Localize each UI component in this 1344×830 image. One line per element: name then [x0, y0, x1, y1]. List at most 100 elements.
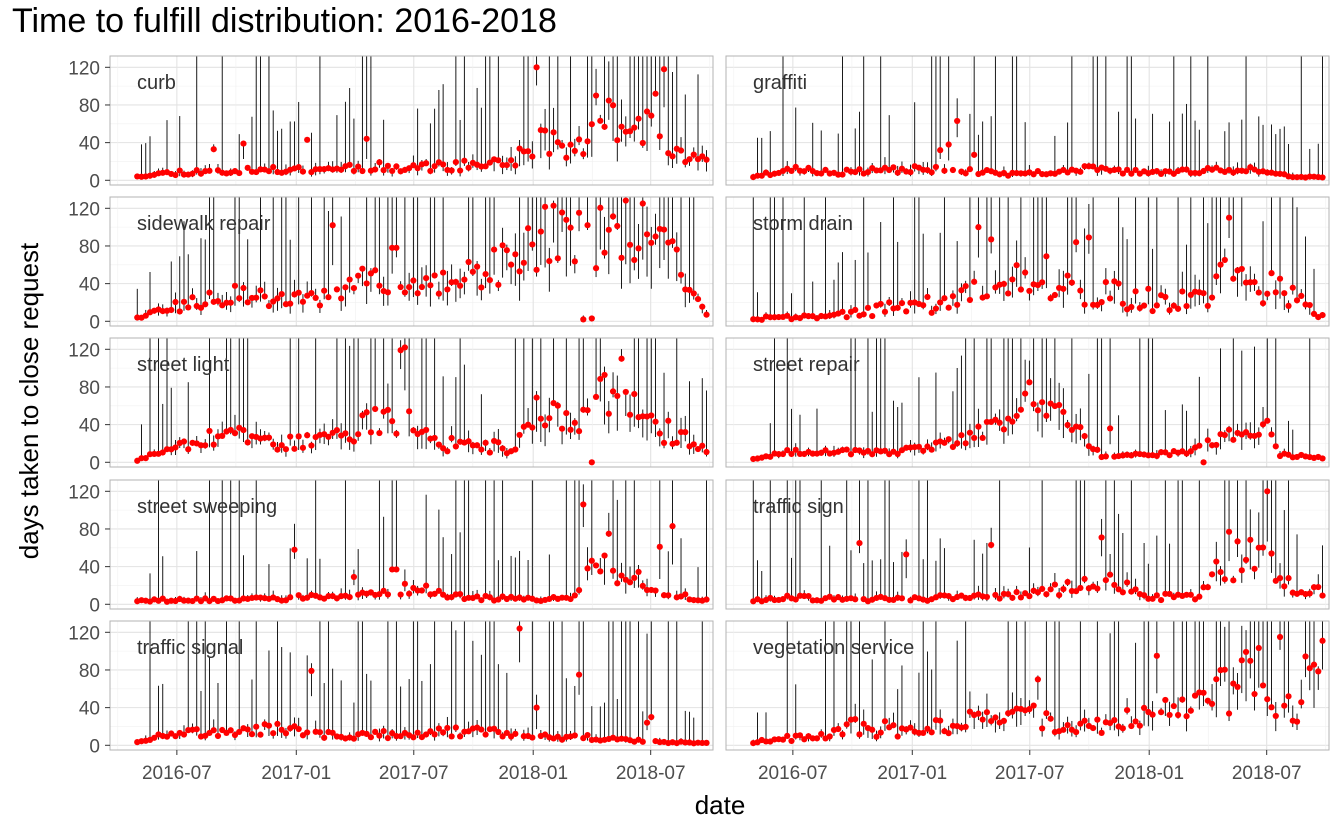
- y-tick-label: 0: [89, 453, 100, 474]
- panel-label: street sweeping: [137, 496, 277, 518]
- data-point: [792, 596, 799, 603]
- data-point: [1200, 459, 1207, 466]
- data-point: [1073, 729, 1080, 736]
- data-point: [571, 419, 578, 426]
- data-point: [699, 442, 706, 449]
- data-point: [966, 296, 974, 304]
- data-point: [1319, 455, 1326, 462]
- data-point: [495, 728, 502, 736]
- data-point: [1225, 528, 1233, 535]
- data-point: [372, 267, 379, 274]
- data-point: [597, 568, 604, 575]
- data-point: [996, 595, 1003, 602]
- data-point: [529, 424, 536, 431]
- x-tick-label: 2018-01: [1114, 763, 1184, 784]
- data-point: [835, 725, 842, 733]
- data-point: [690, 151, 697, 158]
- data-point: [287, 300, 294, 307]
- data-point: [1043, 591, 1050, 598]
- data-point: [826, 733, 833, 740]
- data-point: [401, 580, 408, 587]
- panel-data: [134, 621, 710, 747]
- panel-vegetation-service: vegetation service 2016-07 2017-01 2017-07 2…: [725, 620, 1330, 784]
- y-tick-label: 80: [79, 378, 100, 399]
- data-point: [427, 167, 434, 175]
- data-point: [491, 246, 498, 253]
- data-point: [384, 406, 392, 413]
- data-point: [1221, 431, 1228, 439]
- panel-label: graffiti: [753, 72, 807, 94]
- data-point: [1136, 722, 1143, 729]
- data-point: [614, 392, 621, 400]
- data-point: [1119, 300, 1126, 307]
- data-point: [274, 295, 281, 302]
- data-point: [1009, 594, 1016, 601]
- data-point: [1170, 702, 1177, 710]
- data-point: [1306, 590, 1313, 597]
- y-tick-label: 80: [79, 237, 100, 258]
- data-point: [618, 572, 625, 579]
- data-point: [1034, 676, 1041, 683]
- data-point: [1221, 666, 1228, 673]
- data-point: [469, 268, 476, 275]
- data-point: [206, 167, 213, 174]
- y-tick-label: 80: [79, 520, 100, 541]
- data-point: [423, 160, 430, 167]
- data-point: [1051, 581, 1058, 588]
- data-point: [903, 308, 910, 315]
- panel-data: [134, 56, 710, 180]
- data-point: [983, 593, 991, 601]
- data-point: [1149, 307, 1156, 315]
- data-point: [1030, 401, 1037, 408]
- data-point: [1153, 452, 1160, 459]
- data-point: [1293, 297, 1301, 304]
- data-point: [920, 302, 927, 309]
- data-point: [1259, 544, 1267, 551]
- data-point: [928, 446, 935, 453]
- data-point: [822, 166, 829, 173]
- data-point: [295, 725, 302, 733]
- panel-border: [725, 196, 1330, 327]
- panel-border: [109, 620, 714, 751]
- data-point: [1102, 576, 1109, 584]
- data-point: [516, 268, 523, 275]
- data-point: [1191, 692, 1199, 699]
- data-point: [172, 444, 179, 451]
- data-point: [614, 222, 621, 230]
- data-point: [894, 450, 901, 458]
- data-point: [1039, 585, 1046, 592]
- data-point: [1026, 593, 1033, 600]
- data-point: [359, 167, 366, 175]
- data-point: [1234, 538, 1241, 545]
- data-point: [308, 442, 315, 449]
- data-point: [860, 311, 867, 318]
- panel-data: [750, 56, 1326, 181]
- y-tick-label: 40: [79, 275, 100, 296]
- data-point: [457, 590, 464, 598]
- data-point: [329, 222, 336, 229]
- data-point: [1039, 279, 1046, 286]
- data-point: [316, 729, 324, 736]
- data-point: [1221, 256, 1228, 264]
- data-point: [1247, 657, 1254, 664]
- data-point: [1060, 586, 1067, 593]
- panel-graffiti: graffiti: [725, 55, 1330, 186]
- data-point: [423, 426, 430, 434]
- data-point: [244, 299, 251, 306]
- data-point: [767, 314, 774, 321]
- data-point: [1298, 292, 1305, 299]
- data-point: [605, 530, 612, 537]
- data-point: [622, 197, 629, 204]
- data-point: [1017, 286, 1024, 293]
- data-point: [240, 140, 247, 147]
- data-point: [210, 146, 217, 153]
- data-point: [295, 289, 302, 296]
- data-point: [355, 272, 362, 279]
- data-point: [971, 278, 978, 285]
- panel-label: sidewalk repair: [137, 213, 271, 235]
- data-point: [558, 209, 566, 216]
- data-point: [881, 447, 889, 454]
- data-point: [809, 735, 816, 742]
- x-tick-label: 2017-01: [877, 763, 947, 784]
- data-point: [291, 445, 298, 452]
